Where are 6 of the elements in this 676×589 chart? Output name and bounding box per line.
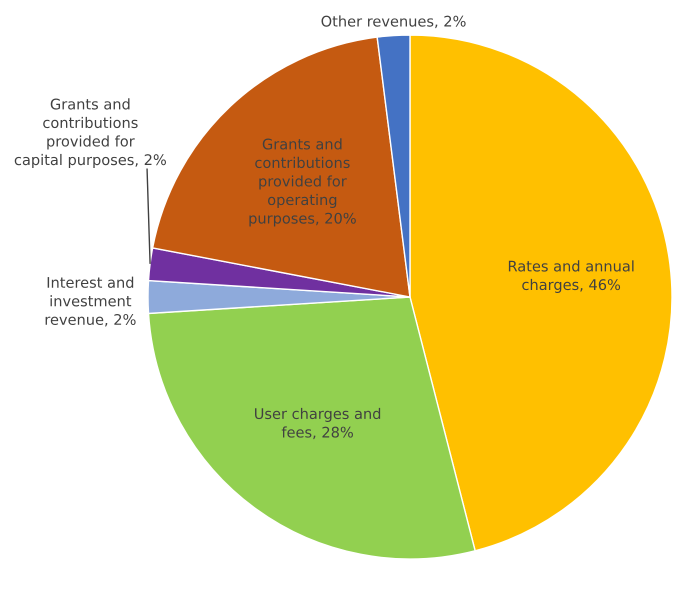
- slice-label: Other revenues, 2%: [321, 15, 466, 28]
- slice-label: Grants and contributions provided for operating purposes, 20%: [249, 138, 356, 227]
- slice-label: User charges and fees, 28%: [255, 408, 380, 440]
- slice-label: Rates and annual charges, 46%: [508, 260, 634, 293]
- slice-label: Grants and contributions provided for capital purposes, 2%: [14, 98, 166, 168]
- slice-label: Interest and investment revenue, 2%: [46, 276, 136, 327]
